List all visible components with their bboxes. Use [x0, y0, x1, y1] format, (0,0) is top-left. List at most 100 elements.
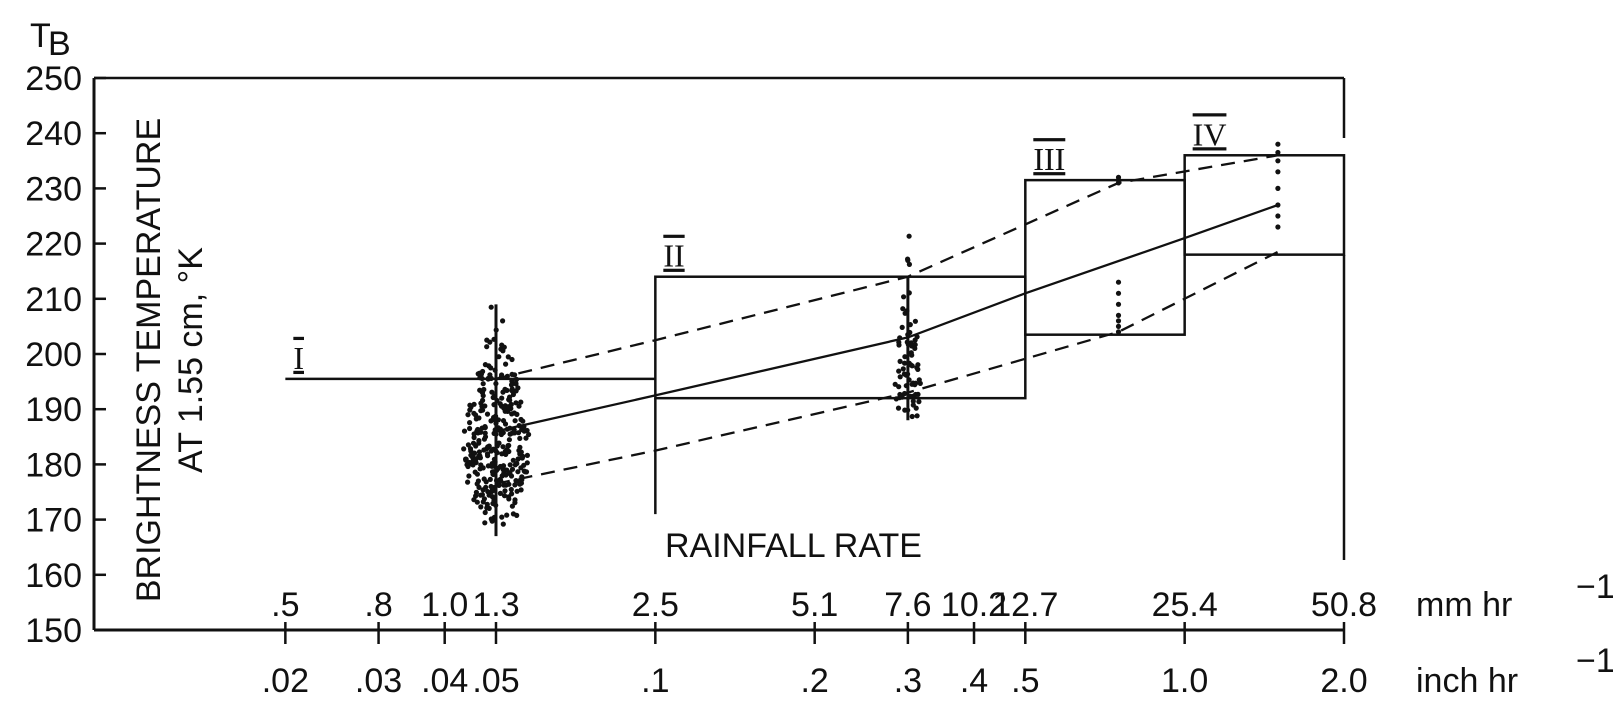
data-point [500, 418, 507, 424]
data-point [902, 360, 908, 366]
data-point [476, 438, 482, 444]
data-point [512, 418, 518, 424]
data-point [509, 411, 515, 417]
data-point [501, 470, 507, 476]
mean-trend-line [495, 203, 1279, 433]
data-point [513, 400, 519, 406]
data-point [498, 478, 504, 484]
data-point [478, 429, 484, 435]
region-label: I [293, 340, 304, 376]
y-tick-label: 210 [25, 281, 82, 319]
data-point [1115, 323, 1122, 329]
data-point [900, 366, 906, 372]
data-point [514, 488, 520, 494]
data-point [487, 372, 493, 378]
data-point [470, 462, 476, 468]
x-tick-label-inch: .05 [472, 662, 519, 700]
data-point [1275, 224, 1281, 230]
data-point [504, 387, 510, 393]
x-tick-label-inch: .4 [960, 662, 988, 700]
data-point [1275, 149, 1281, 156]
data-point [476, 449, 482, 455]
x-axis-title: RAINFALL RATE [665, 527, 922, 565]
data-point [504, 512, 510, 518]
data-point [466, 473, 472, 479]
data-point [504, 426, 510, 432]
data-point [506, 437, 512, 443]
data-point [896, 339, 902, 345]
data-point [461, 446, 467, 452]
data-point [478, 462, 484, 468]
data-point [508, 486, 514, 493]
data-point [500, 521, 506, 527]
data-point [499, 514, 505, 520]
data-point [481, 447, 487, 453]
data-point [506, 496, 512, 502]
data-point [484, 337, 490, 343]
data-point [523, 469, 530, 475]
data-point [499, 342, 505, 348]
y-tick-label: 150 [25, 612, 82, 650]
data-point [507, 394, 513, 400]
y-tick-label: 200 [25, 336, 82, 374]
x-tick-label-mm: 1.3 [472, 586, 519, 624]
data-point [902, 354, 908, 360]
x-tick-label-mm: 7.6 [884, 586, 931, 624]
data-point [465, 463, 471, 470]
data-point [475, 371, 481, 377]
data-point [917, 380, 923, 386]
data-point [897, 358, 903, 364]
data-point [1275, 141, 1281, 147]
y-axis-title-line1: BRIGHTNESS TEMPERATURE [130, 118, 168, 602]
data-point [473, 456, 479, 462]
y-tick-label: 190 [25, 391, 82, 429]
dashed-bound-line [495, 154, 1279, 380]
data-point [473, 489, 479, 495]
data-point [899, 324, 905, 330]
data-point [509, 503, 515, 509]
region-label: IV [1193, 116, 1227, 152]
data-point [1115, 312, 1122, 318]
trend-lines [495, 154, 1279, 485]
axes: 150 160 170 180 190 200 210 220 230 240 250 .02 .03.… [25, 60, 1377, 700]
data-point [1275, 169, 1281, 175]
data-point [467, 420, 473, 426]
data-point [482, 434, 489, 440]
data-point [467, 425, 473, 432]
data-point [516, 403, 522, 409]
data-point [482, 424, 488, 430]
x-tick-label-inch: .5 [1011, 662, 1039, 700]
data-point [512, 482, 518, 488]
data-point [912, 318, 919, 324]
data-point [467, 407, 473, 413]
data-point [500, 444, 506, 450]
data-point [526, 431, 532, 438]
data-point [478, 504, 484, 510]
data-point [480, 397, 486, 403]
data-point [512, 497, 518, 503]
data-point [475, 478, 481, 484]
data-point [514, 411, 520, 417]
data-point [513, 381, 519, 387]
y-tick-label: 160 [25, 557, 82, 595]
data-point [471, 450, 478, 456]
data-point [515, 385, 521, 391]
data-point [517, 481, 523, 487]
data-point [514, 512, 520, 519]
data-point [517, 435, 523, 441]
data-point [489, 389, 495, 395]
data-point [910, 402, 916, 408]
y-tick-label: 170 [25, 502, 82, 540]
data-point [502, 408, 508, 414]
y-tick-label: 180 [25, 446, 82, 484]
data-point [897, 335, 903, 341]
y-tick-label: 240 [25, 115, 82, 153]
data-point [496, 354, 502, 360]
data-point [481, 476, 487, 482]
mm-unit-label: mm hr [1416, 586, 1512, 624]
x-tick-label-inch: 2.0 [1320, 662, 1367, 700]
data-point [511, 372, 518, 378]
data-point [1115, 301, 1122, 307]
data-point [508, 401, 514, 408]
data-point [465, 412, 471, 418]
